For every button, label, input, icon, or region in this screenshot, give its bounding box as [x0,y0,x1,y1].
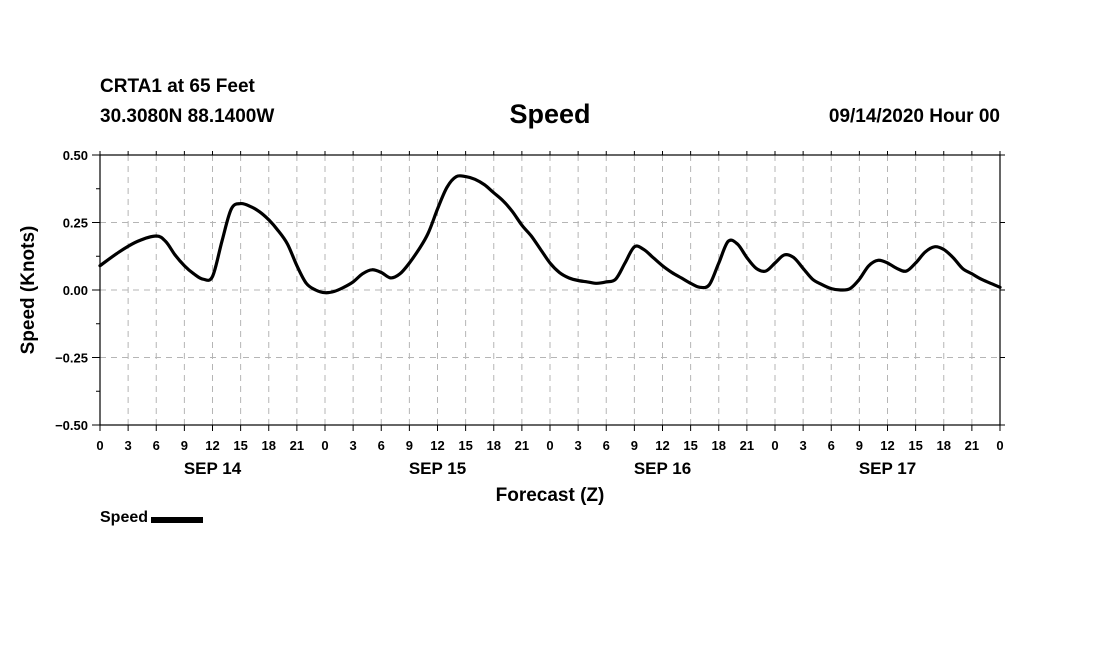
x-tick-label: 12 [880,438,894,453]
x-tick-label: 0 [96,438,103,453]
x-tick-label: 3 [350,438,357,453]
day-label: SEP 17 [859,459,916,478]
x-tick-label: 21 [740,438,754,453]
x-tick-label: 12 [205,438,219,453]
day-label: SEP 14 [184,459,242,478]
x-tick-label: 9 [181,438,188,453]
y-tick-label: 0.25 [63,216,88,231]
x-tick-label: 6 [603,438,610,453]
x-tick-label: 9 [631,438,638,453]
series-line-speed [98,174,1002,295]
chart-title: Speed [509,99,591,129]
x-tick-label: 0 [771,438,778,453]
x-tick-label: 15 [683,438,697,453]
day-label: SEP 16 [634,459,691,478]
x-tick-label: 21 [290,438,304,453]
x-tick-label: 9 [856,438,863,453]
x-tick-label: 0 [546,438,553,453]
x-tick-label: 6 [378,438,385,453]
x-tick-label: 21 [515,438,529,453]
x-tick-label: 6 [828,438,835,453]
legend: Speed [100,509,204,527]
x-tick-label: 18 [262,438,276,453]
y-tick-label: 0.50 [63,148,88,163]
y-tick-label: 0.00 [63,283,88,298]
x-tick-label: 3 [575,438,582,453]
y-axis-label: Speed (Knots) [18,226,39,355]
station-label: CRTA1 at 65 Feet [100,76,255,97]
x-tick-label: 18 [487,438,501,453]
x-tick-label: 0 [321,438,328,453]
legend-line-swatch [151,516,204,523]
x-tick-label: 9 [406,438,413,453]
x-tick-label: 6 [153,438,160,453]
x-tick-label: 15 [908,438,922,453]
x-tick-label: 15 [233,438,247,453]
y-tick-label: −0.25 [55,351,88,366]
x-axis-label: Forecast (Z) [496,485,605,506]
coordinates-label: 30.3080N 88.1400W [100,106,275,127]
x-tick-label: 18 [712,438,726,453]
x-tick-label: 0 [996,438,1003,453]
forecast-datetime: 09/14/2020 Hour 00 [828,106,1000,127]
legend-label: Speed [100,509,149,526]
x-tick-label: 12 [430,438,444,453]
y-tick-label: −0.50 [55,418,88,433]
day-label: SEP 15 [409,459,466,478]
x-tick-label: 12 [655,438,669,453]
x-tick-label: 18 [937,438,951,453]
x-tick-label: 3 [125,438,132,453]
x-tick-label: 15 [458,438,472,453]
x-tick-label: 3 [800,438,807,453]
x-tick-label: 21 [965,438,979,453]
